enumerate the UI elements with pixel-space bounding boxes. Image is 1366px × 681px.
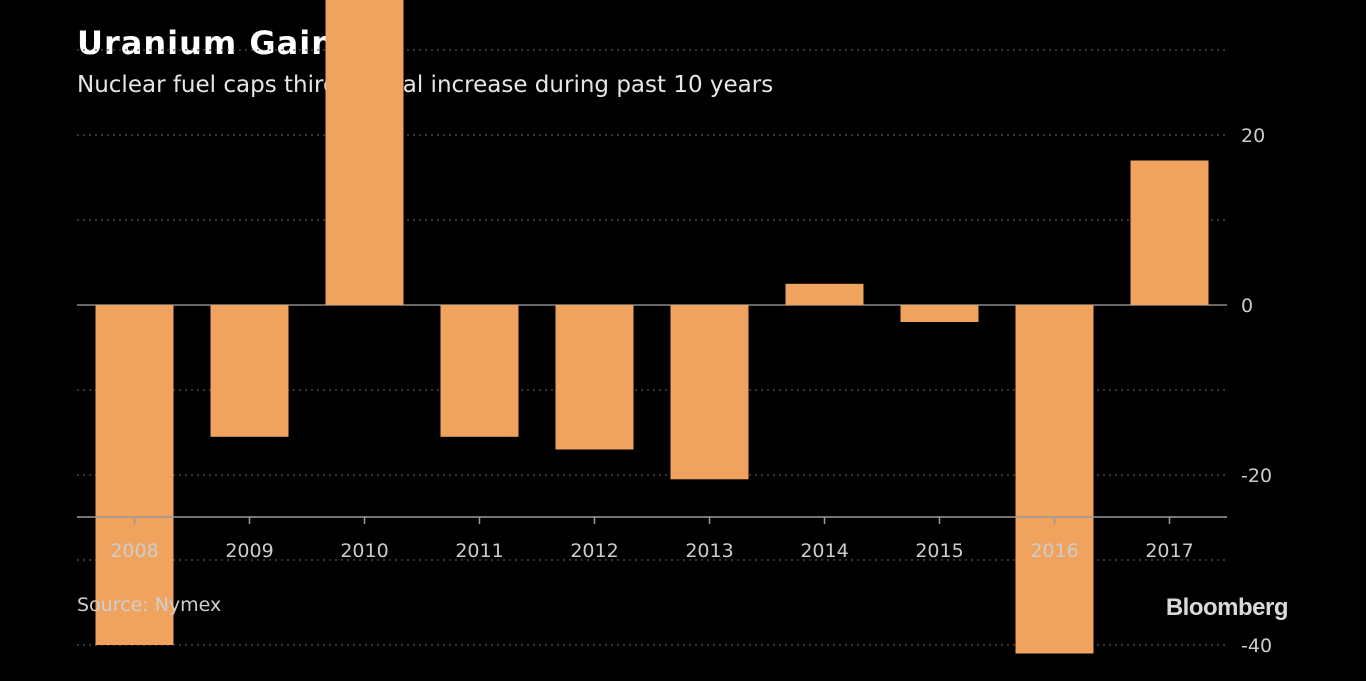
bar-2013 <box>670 305 749 480</box>
x-tick-label: 2013 <box>685 540 733 562</box>
chart-title: Uranium Gain <box>77 24 335 62</box>
x-tick-label: 2015 <box>915 540 963 562</box>
x-tick-label: 2017 <box>1145 540 1193 562</box>
bar-2010 <box>325 0 404 305</box>
bars <box>95 0 1209 654</box>
y-tick-label: 0 <box>1241 295 1253 317</box>
bar-2017 <box>1130 160 1209 305</box>
y-tick-label: -20 <box>1241 465 1272 487</box>
x-tick-label: 2009 <box>225 540 273 562</box>
bar-2014 <box>785 283 864 306</box>
bloomberg-logo: Bloomberg <box>1165 594 1289 621</box>
bar-2016 <box>1015 305 1094 654</box>
x-tick-label: 2010 <box>340 540 388 562</box>
y-tick-label: -40 <box>1241 635 1272 657</box>
chart-subtitle: Nuclear fuel caps third annual increase … <box>77 72 774 98</box>
x-tick-label: 2011 <box>455 540 503 562</box>
y-tick-label: 20 <box>1241 125 1265 147</box>
source-note: Source: Nymex <box>77 594 222 616</box>
bar-2009 <box>210 305 289 437</box>
y-axis-ticks: 40%200-20-40 <box>1241 125 1272 657</box>
bar-2015 <box>900 305 979 322</box>
bar-2011 <box>440 305 519 437</box>
x-tick-label: 2012 <box>570 540 618 562</box>
x-axis-ticks: 2008 2009 2010 2011 2012 2013 2014 2015 2016 2017 <box>110 517 1194 562</box>
bar-2008 <box>95 305 174 645</box>
bar-2012 <box>555 305 634 450</box>
x-tick-label: 2014 <box>800 540 848 562</box>
x-tick-label: 2016 <box>1030 540 1078 562</box>
x-tick-label: 2008 <box>110 540 158 562</box>
